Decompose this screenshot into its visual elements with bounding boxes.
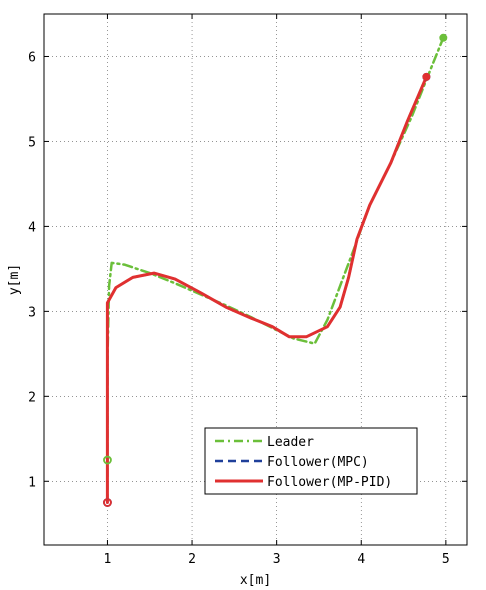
legend-label-follower-mp-pid: Follower(MP-PID) [267, 475, 392, 490]
x-tick-label: 1 [104, 552, 112, 567]
start-point-marker [103, 498, 112, 507]
start-point-marker [103, 455, 112, 465]
legend-box [204, 427, 418, 495]
y-tick-label: 3 [28, 305, 36, 320]
legend-label-leader: Leader [267, 435, 314, 450]
axis-ticks: 1 2 3 4 5 1 2 3 4 5 6 [28, 14, 467, 567]
plot-frame [43, 13, 468, 546]
legend: Leader Follower(MPC) Follower(MP-PID) [204, 427, 418, 495]
x-axis-label: x[m] [240, 573, 271, 588]
y-tick-label: 4 [28, 220, 36, 235]
end-point-marker [439, 33, 448, 42]
y-tick-label: 5 [28, 135, 36, 150]
x-tick-label: 2 [188, 552, 196, 567]
series-line-2 [105, 75, 428, 504]
y-tick-label: 1 [28, 475, 36, 490]
y-tick-label: 2 [28, 390, 36, 405]
y-tick-label: 6 [28, 50, 36, 65]
end-point-marker [422, 72, 431, 81]
y-axis-label: y[m] [7, 264, 22, 295]
x-tick-label: 4 [357, 552, 365, 567]
series-layer [103, 33, 448, 507]
x-tick-label: 5 [442, 552, 450, 567]
legend-label-follower-mpc: Follower(MPC) [267, 455, 369, 470]
x-tick-label: 3 [273, 552, 281, 567]
